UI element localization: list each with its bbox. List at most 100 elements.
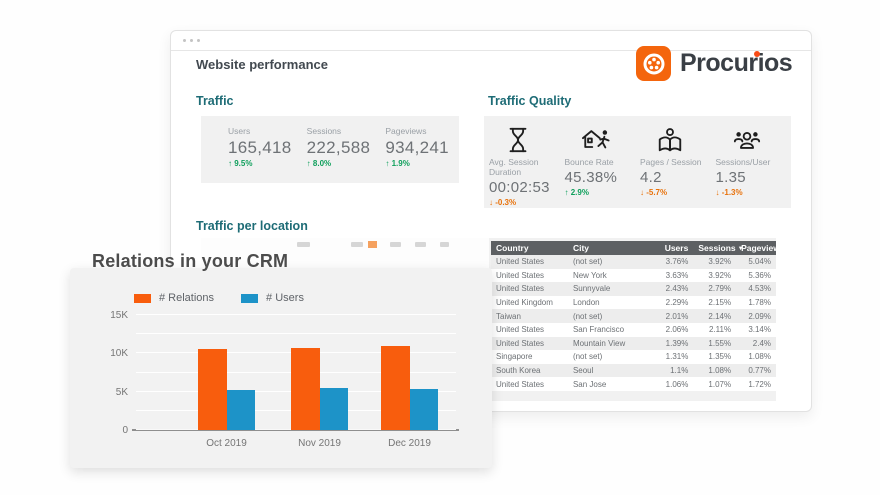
obscured-chart-controls [201, 240, 489, 249]
cell-pageviews: 1.08% [736, 350, 776, 364]
page-title: Website performance [196, 57, 328, 72]
window-control-dot[interactable] [197, 39, 200, 42]
cell-country: United States [491, 282, 568, 296]
bar-group-nov-2019 [291, 315, 348, 430]
bar-relations-oct-2019[interactable] [198, 348, 227, 430]
column-header-pageviews[interactable]: Pageviews [736, 241, 785, 255]
table-row[interactable]: United States Mountain View 1.39% 1.55% 2.4% [491, 336, 776, 351]
traffic-heading: Traffic [196, 94, 234, 108]
bounce-rate-icon [565, 123, 641, 157]
cell-users: 1.31% [656, 350, 694, 364]
cell-sessions: 1.08% [693, 363, 737, 378]
cell-pageviews: 2.4% [736, 336, 776, 351]
table-row[interactable]: United States San Jose 1.06% 1.07% 1.72% [491, 377, 776, 391]
table-row[interactable]: Taiwan (not set) 2.01% 2.14% 2.09% [491, 309, 776, 323]
y-axis-tick-label: 5K [115, 386, 128, 398]
table-row[interactable]: United States San Francisco 2.06% 2.11% 3.14… [491, 322, 776, 337]
cell-country: United States [491, 377, 568, 391]
cell-users: 3.63% [656, 268, 694, 283]
table-row[interactable]: United Kingdom London 2.29% 2.15% 1.78% [491, 295, 776, 310]
cell-users: 3.76% [656, 255, 694, 269]
window-titlebar [171, 31, 811, 51]
cell-country: South Korea [491, 363, 568, 378]
legend-item-relations[interactable]: # Relations [134, 292, 214, 304]
cell-pageviews: 3.14% [736, 322, 776, 337]
cell-country: United Kingdom [491, 295, 568, 310]
gridline [136, 333, 456, 335]
cell-sessions: 2.11% [693, 322, 737, 337]
metric-value: 222,588 [306, 138, 371, 157]
cell-users: 2.43% [656, 282, 694, 296]
metric-value: 934,241 [385, 138, 449, 157]
metric-change: ↑ 2.9% [564, 188, 589, 197]
table-row[interactable]: South Korea Seoul 1.1% 1.08% 0.77% [491, 363, 776, 378]
window-control-dot[interactable] [190, 39, 193, 42]
cell-city: London [567, 295, 657, 310]
table-row[interactable]: Singapore (not set) 1.31% 1.35% 1.08% [491, 350, 776, 364]
cell-city: (not set) [567, 309, 657, 323]
logo-i-dot [754, 51, 760, 57]
cell-users: 2.06% [656, 322, 694, 337]
metric-label: Sessions [306, 126, 342, 136]
bar-users-dec-2019[interactable] [409, 388, 438, 430]
pages-per-session-icon [640, 123, 716, 157]
cell-sessions: 3.92% [693, 268, 737, 283]
bar-group-dec-2019 [381, 315, 438, 430]
gridline [136, 314, 456, 315]
cell-sessions: 3.92% [693, 255, 737, 269]
metric-label: Avg. Session Duration [489, 157, 539, 177]
procurios-logo-text: Procurios [680, 49, 793, 77]
procurios-logo: Procurios [636, 46, 793, 81]
cell-city: San Jose [567, 377, 657, 391]
legend-item-users[interactable]: # Users [241, 292, 304, 304]
users-legend-swatch [241, 293, 259, 303]
bar-relations-dec-2019[interactable] [381, 346, 410, 430]
metric-change: ↑ 9.5% [228, 159, 253, 168]
cell-city: Seoul [567, 363, 657, 378]
cell-city: (not set) [567, 255, 657, 269]
metric-label: Sessions/User [715, 157, 771, 167]
column-header-sessions[interactable]: Sessions▼ [693, 241, 744, 255]
cell-country: United States [491, 268, 568, 283]
column-header-country[interactable]: Country [491, 241, 568, 255]
column-header-city[interactable]: City [567, 241, 657, 255]
cell-city: New York [567, 268, 657, 283]
metric-value: 1.35 [715, 169, 746, 186]
cell-country: United States [491, 336, 568, 351]
bar-relations-nov-2019[interactable] [291, 347, 320, 430]
table-row[interactable]: United States (not set) 3.76% 3.92% 5.04% [491, 255, 776, 269]
metric-sessions: Sessions 222,588 ↑ 8.0% [307, 126, 381, 168]
metric-label: Pages / Session [640, 157, 702, 167]
metric-value: 00:02:53 [489, 179, 550, 196]
metric-pageviews: Pageviews 934,241 ↑ 1.9% [385, 126, 459, 168]
bar-chart-plot: 0 5K 10K 15K Oct 2019 Nov 2019 Dec 2019 [110, 310, 459, 449]
cell-users: 2.29% [656, 295, 694, 310]
cell-users: 1.06% [656, 377, 694, 391]
x-axis-tick-label: Nov 2019 [298, 438, 341, 449]
bar-users-oct-2019[interactable] [226, 390, 255, 430]
cell-country: United States [491, 255, 568, 269]
cell-sessions: 1.07% [693, 377, 737, 391]
metric-change: ↓ -0.3% [489, 198, 517, 207]
cell-sessions: 2.79% [693, 282, 737, 296]
traffic-per-location-heading: Traffic per location [196, 219, 308, 233]
cell-sessions: 1.35% [693, 350, 737, 364]
table-row[interactable]: United States New York 3.63% 3.92% 5.36% [491, 268, 776, 283]
y-axis-tick-label: 15K [110, 310, 128, 321]
cell-city: Sunnyvale [567, 282, 657, 296]
traffic-panel: Users 165,418 ↑ 9.5% Sessions 222,588 ↑ … [201, 116, 459, 183]
table-row[interactable]: United States Sunnyvale 2.43% 2.79% 4.53% [491, 282, 776, 296]
metric-sessions-per-user: Sessions/User 1.35 ↓ -1.3% [716, 123, 792, 207]
bar-users-nov-2019[interactable] [319, 388, 348, 430]
metric-label: Bounce Rate [564, 157, 614, 167]
metric-label: Users [228, 126, 251, 136]
window-control-dot[interactable] [183, 39, 186, 42]
cell-pageviews: 1.72% [736, 377, 776, 391]
column-header-users[interactable]: Users [656, 241, 694, 255]
cell-sessions: 1.55% [693, 336, 737, 351]
metric-bounce-rate: Bounce Rate 45.38% ↑ 2.9% [565, 123, 641, 207]
traffic-quality-heading: Traffic Quality [488, 94, 572, 108]
